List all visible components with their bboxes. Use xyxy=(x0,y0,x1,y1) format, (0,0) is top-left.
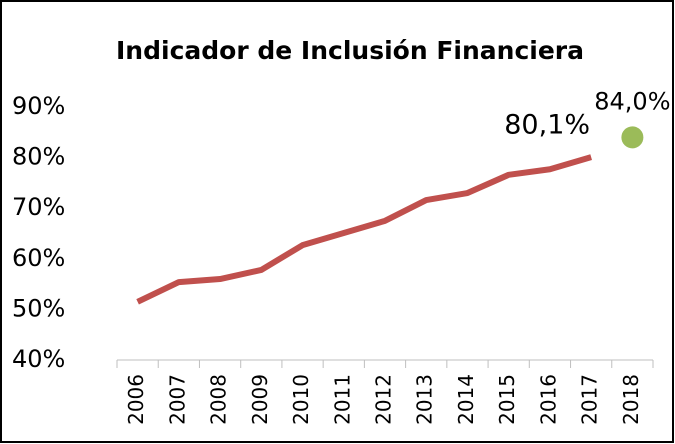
y-tick-label: 50% xyxy=(12,294,65,322)
x-tick-label: 2018 xyxy=(619,374,643,425)
x-tick-label: 2013 xyxy=(413,374,437,425)
data-label: 80,1% xyxy=(504,110,590,141)
x-tick-label: 2017 xyxy=(578,374,602,425)
line xyxy=(136,154,593,305)
y-tick-label: 60% xyxy=(12,244,65,272)
x-tick-label: 2007 xyxy=(165,374,189,425)
y-tick-label: 90% xyxy=(12,92,65,120)
x-tick-label: 2014 xyxy=(454,374,478,425)
x-tick-label: 2009 xyxy=(248,374,272,425)
x-tick-label: 2010 xyxy=(289,374,313,425)
x-tick-label: 2012 xyxy=(372,374,396,425)
y-tick-label: 40% xyxy=(12,345,65,373)
x-tick-label: 2006 xyxy=(124,374,148,425)
y-tick-label: 80% xyxy=(12,143,65,171)
y-tick-label: 70% xyxy=(12,193,65,221)
x-tick-label: 2008 xyxy=(207,374,231,425)
marker xyxy=(621,126,644,149)
x-tick-label: 2011 xyxy=(330,374,354,425)
chart-title: Indicador de Inclusión Financiera xyxy=(116,36,584,65)
data-label: 84,0% xyxy=(594,87,670,115)
x-tick-label: 2016 xyxy=(536,374,560,425)
x-tick-label: 2015 xyxy=(495,374,519,425)
